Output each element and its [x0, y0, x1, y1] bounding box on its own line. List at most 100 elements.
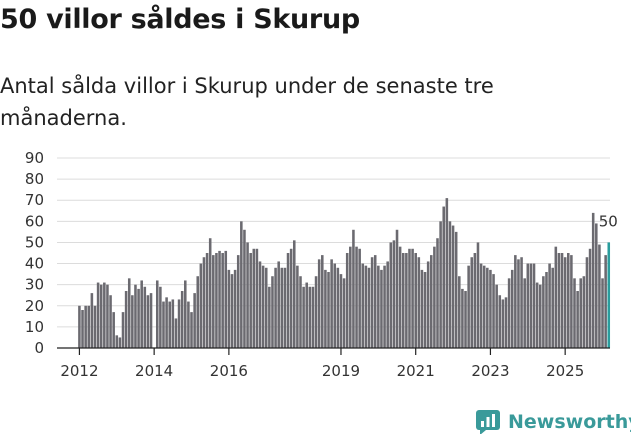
y-tick-label: 10 [25, 318, 44, 336]
bar [582, 276, 586, 348]
bar [352, 229, 355, 348]
bar [321, 255, 324, 348]
bar [255, 248, 259, 348]
bar [149, 293, 153, 348]
bar [476, 242, 480, 348]
bar [514, 255, 517, 348]
y-tick-label: 50 [25, 233, 44, 251]
bar [595, 223, 598, 348]
bar [398, 246, 402, 348]
bar [342, 278, 346, 348]
bar [314, 276, 318, 348]
bar [520, 257, 523, 348]
bar [373, 255, 377, 348]
x-tick-label: 2016 [210, 362, 248, 380]
bar [296, 265, 299, 348]
y-tick-label: 70 [25, 191, 44, 209]
bar [545, 272, 548, 348]
bar [538, 284, 542, 348]
bar [78, 305, 81, 348]
x-tick-label: 2012 [60, 362, 98, 380]
bar [224, 250, 228, 348]
bar [448, 221, 452, 348]
bar [507, 278, 511, 348]
bar [523, 278, 526, 348]
bar [274, 267, 277, 348]
bar [134, 284, 137, 348]
bar [433, 246, 436, 348]
bar [243, 229, 246, 348]
bar [155, 280, 159, 348]
bar [233, 269, 237, 348]
bar [308, 286, 312, 348]
bar [202, 257, 206, 348]
bar [345, 253, 349, 348]
bar [90, 293, 94, 348]
bar [551, 267, 554, 348]
y-tick-label: 30 [25, 276, 44, 294]
bar [127, 278, 131, 348]
bar [236, 255, 240, 348]
bar [118, 337, 122, 348]
bar [501, 299, 505, 348]
bar [411, 248, 414, 348]
bar [177, 299, 181, 348]
bar [486, 267, 489, 348]
bar [212, 255, 215, 348]
bar [240, 221, 243, 348]
bar [364, 265, 368, 348]
bar [458, 276, 461, 348]
bar [604, 255, 607, 348]
bar [370, 257, 374, 348]
bar [261, 265, 265, 348]
bar [311, 286, 315, 348]
bar [93, 305, 97, 348]
bar [305, 282, 308, 348]
y-tick-label: 80 [25, 170, 44, 188]
bar [461, 288, 464, 348]
bar [408, 248, 411, 348]
bar [143, 286, 147, 348]
bar [289, 248, 293, 348]
bar [429, 255, 433, 348]
bar [482, 265, 486, 348]
x-tick-label: 2025 [546, 362, 584, 380]
bar [249, 253, 252, 348]
bar [215, 253, 218, 348]
newsworthy-logo-text: Newsworthy [508, 411, 631, 433]
bar [395, 229, 399, 348]
bar [159, 286, 162, 348]
bar [579, 278, 583, 348]
bar [557, 253, 561, 348]
bar [470, 257, 474, 348]
bar [498, 295, 502, 348]
bar [131, 295, 134, 348]
bar [165, 297, 168, 348]
bar [280, 267, 284, 348]
bar [84, 305, 87, 348]
bar [451, 225, 455, 348]
bar [180, 291, 184, 348]
bar [109, 295, 112, 348]
bar [227, 269, 231, 348]
bar [168, 301, 171, 348]
bar [336, 267, 340, 348]
bar [405, 253, 408, 348]
bar [286, 253, 290, 348]
bar [327, 272, 330, 348]
bar [81, 310, 84, 348]
bar [187, 301, 190, 348]
bar [330, 259, 333, 348]
bar [339, 274, 343, 348]
bar [573, 278, 576, 348]
bar [367, 267, 371, 348]
bar [218, 250, 221, 348]
bar [479, 263, 483, 348]
bar [386, 261, 389, 348]
bar [349, 246, 352, 348]
bar [426, 261, 430, 348]
bar [302, 286, 305, 348]
bar [526, 263, 530, 348]
bar [535, 282, 539, 348]
bar [420, 269, 424, 348]
